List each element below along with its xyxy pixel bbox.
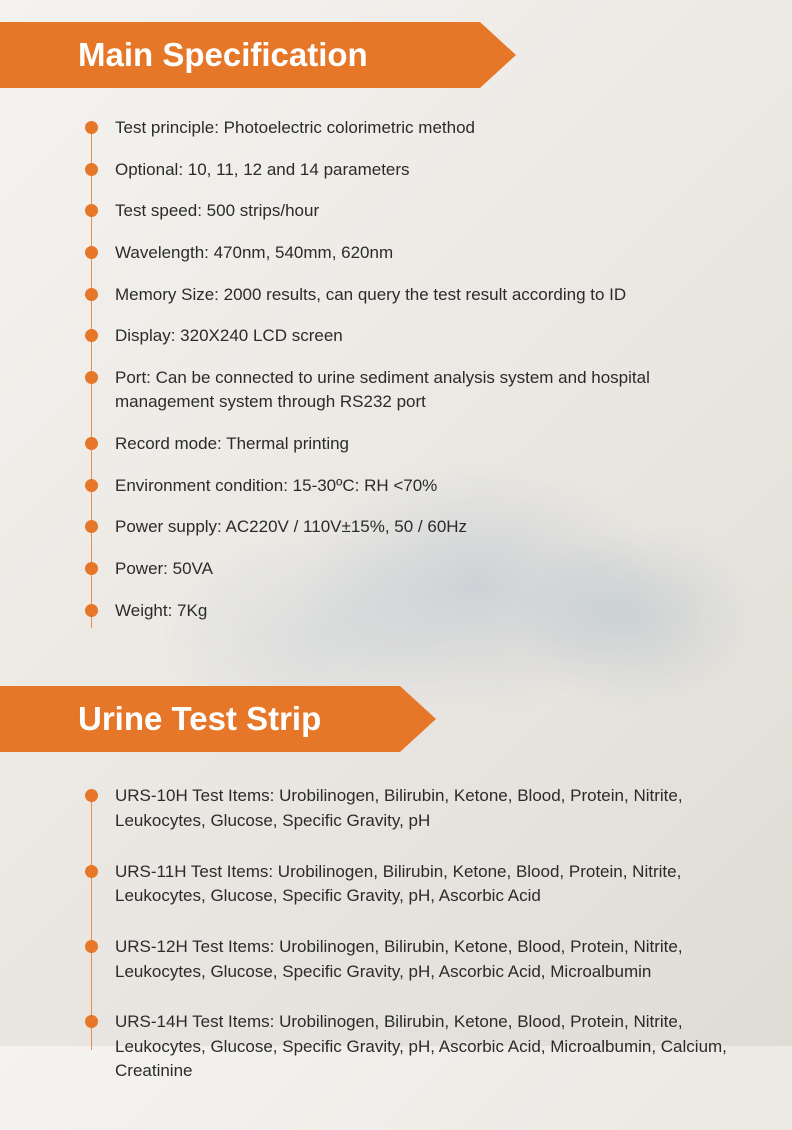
spec-item: Optional: 10, 11, 12 and 14 parameters — [85, 158, 752, 183]
main-spec-title: Main Specification — [78, 36, 368, 73]
strip-text: URS-10H Test Items: Urobilinogen, Biliru… — [115, 786, 683, 830]
spec-item: Power supply: AC220V / 110V±15%, 50 / 60… — [85, 515, 752, 540]
strip-item: URS-12H Test Items: Urobilinogen, Biliru… — [85, 935, 742, 984]
urine-strip-title: Urine Test Strip — [78, 700, 321, 737]
main-spec-list: Test principle: Photoelectric colorimetr… — [0, 88, 792, 658]
spec-text: Wavelength: 470nm, 540mm, 620nm — [115, 243, 393, 262]
spec-text: Test principle: Photoelectric colorimetr… — [115, 118, 475, 137]
spec-item: Wavelength: 470nm, 540mm, 620nm — [85, 241, 752, 266]
spec-item: Environment condition: 15-30ºC: RH <70% — [85, 474, 752, 499]
strip-text: URS-14H Test Items: Urobilinogen, Biliru… — [115, 1012, 727, 1080]
strip-text: URS-12H Test Items: Urobilinogen, Biliru… — [115, 937, 683, 981]
spec-text: Environment condition: 15-30ºC: RH <70% — [115, 476, 437, 495]
spec-text: Power supply: AC220V / 110V±15%, 50 / 60… — [115, 517, 467, 536]
spec-item: Test speed: 500 strips/hour — [85, 199, 752, 224]
strip-item: URS-11H Test Items: Urobilinogen, Biliru… — [85, 860, 742, 909]
spec-text: Weight: 7Kg — [115, 601, 207, 620]
strip-item: URS-14H Test Items: Urobilinogen, Biliru… — [85, 1010, 742, 1084]
spec-text: Display: 320X240 LCD screen — [115, 326, 343, 345]
main-spec-header: Main Specification — [0, 22, 480, 88]
spec-text: Record mode: Thermal printing — [115, 434, 349, 453]
content-wrapper: Main Specification Test principle: Photo… — [0, 22, 792, 1130]
spec-item: Weight: 7Kg — [85, 599, 752, 624]
urine-strip-header: Urine Test Strip — [0, 686, 400, 752]
strip-text: URS-11H Test Items: Urobilinogen, Biliru… — [115, 862, 681, 906]
spec-item: Power: 50VA — [85, 557, 752, 582]
spec-text: Test speed: 500 strips/hour — [115, 201, 319, 220]
urine-strip-list: URS-10H Test Items: Urobilinogen, Biliru… — [0, 752, 792, 1130]
spec-text: Memory Size: 2000 results, can query the… — [115, 285, 626, 304]
spec-item: Record mode: Thermal printing — [85, 432, 752, 457]
spec-text: Port: Can be connected to urine sediment… — [115, 368, 650, 412]
spec-item: Display: 320X240 LCD screen — [85, 324, 752, 349]
spec-item: Test principle: Photoelectric colorimetr… — [85, 116, 752, 141]
spec-item: Port: Can be connected to urine sediment… — [85, 366, 752, 415]
spec-text: Optional: 10, 11, 12 and 14 parameters — [115, 160, 410, 179]
strip-item: URS-10H Test Items: Urobilinogen, Biliru… — [85, 784, 742, 833]
spec-item: Memory Size: 2000 results, can query the… — [85, 283, 752, 308]
spec-text: Power: 50VA — [115, 559, 213, 578]
